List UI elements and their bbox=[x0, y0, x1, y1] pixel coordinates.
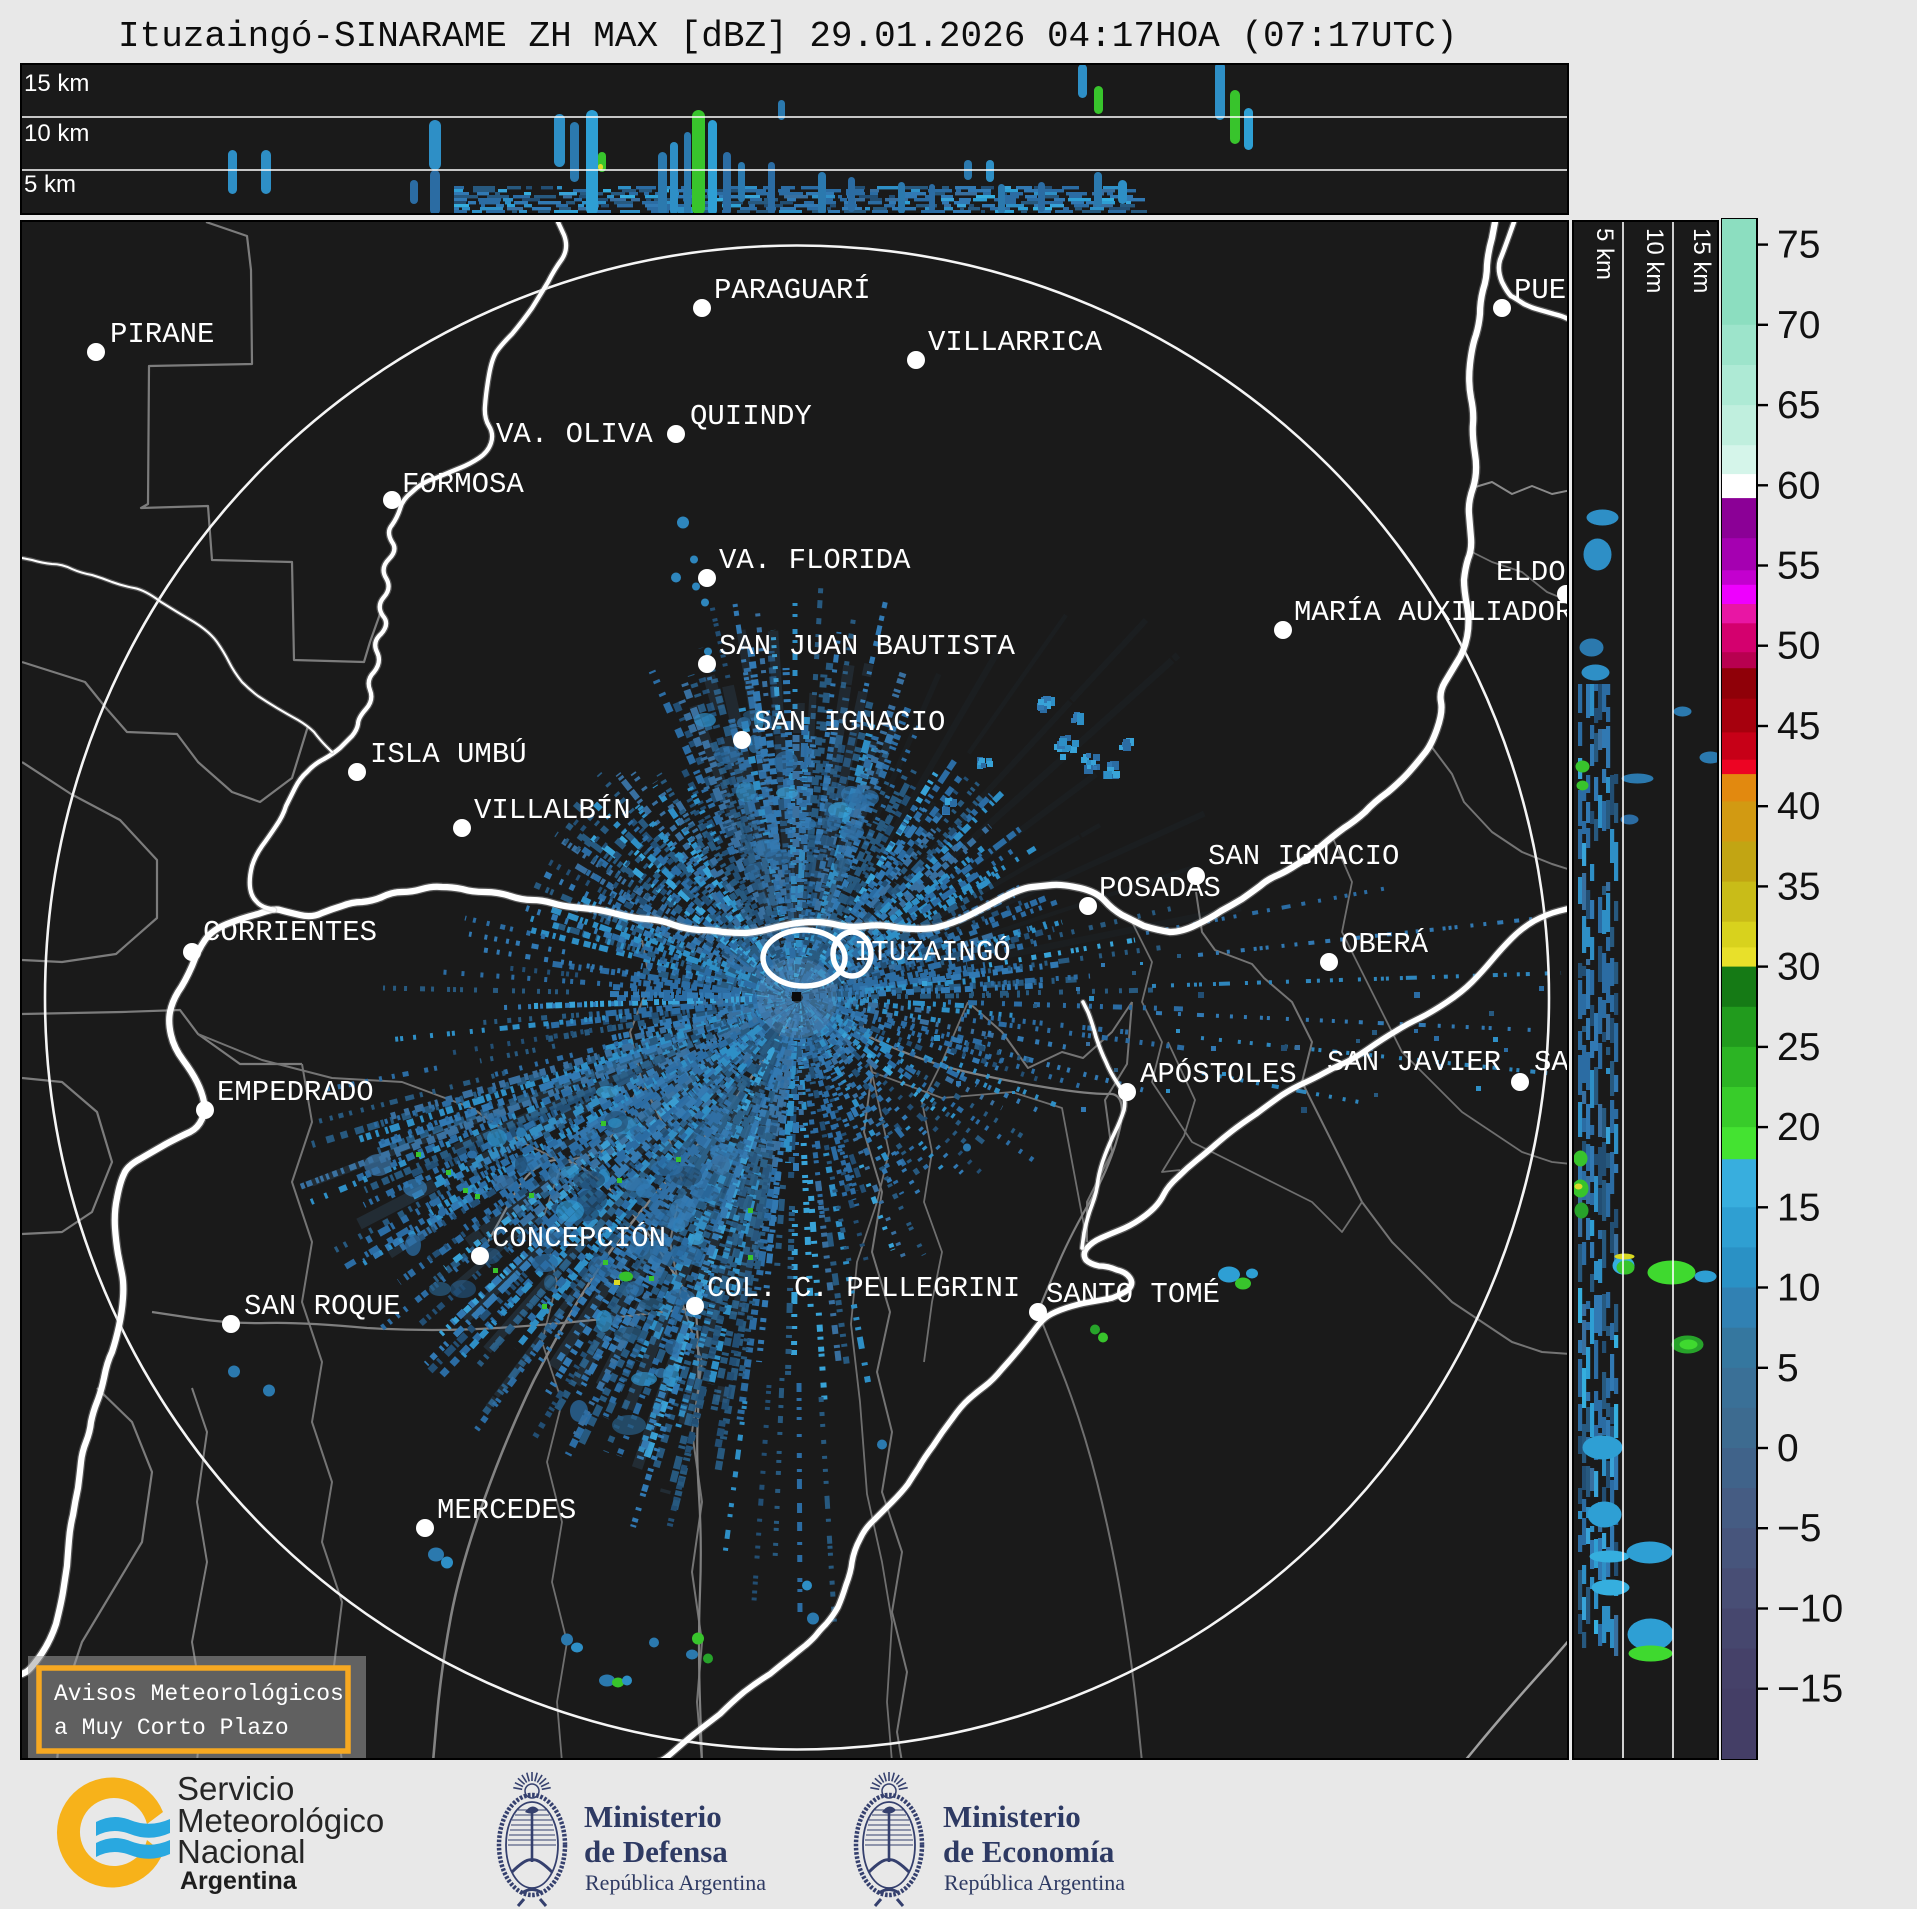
svg-text:50: 50 bbox=[1777, 625, 1820, 668]
svg-text:MERCEDES: MERCEDES bbox=[437, 1494, 576, 1527]
svg-text:de Economía: de Economía bbox=[943, 1834, 1115, 1869]
svg-text:SAN ROQUE: SAN ROQUE bbox=[244, 1290, 401, 1323]
svg-text:ISLA UMBÚ: ISLA UMBÚ bbox=[370, 737, 527, 771]
svg-text:VA. OLIVA: VA. OLIVA bbox=[496, 418, 653, 451]
svg-text:ITUZAINGÓ: ITUZAINGÓ bbox=[854, 935, 1011, 969]
svg-text:−5: −5 bbox=[1777, 1507, 1821, 1550]
svg-text:5 km: 5 km bbox=[24, 171, 76, 198]
svg-text:65: 65 bbox=[1777, 384, 1820, 427]
svg-text:República Argentina: República Argentina bbox=[585, 1870, 766, 1895]
svg-text:25: 25 bbox=[1777, 1026, 1820, 1069]
svg-text:República Argentina: República Argentina bbox=[944, 1870, 1125, 1895]
svg-text:SAN JUAN BAUTISTA: SAN JUAN BAUTISTA bbox=[719, 630, 1015, 663]
svg-text:10 km: 10 km bbox=[24, 120, 89, 147]
svg-text:−15: −15 bbox=[1777, 1668, 1843, 1711]
svg-text:QUIINDY: QUIINDY bbox=[690, 400, 812, 433]
svg-text:VA. FLORIDA: VA. FLORIDA bbox=[719, 544, 911, 577]
svg-text:EMPEDRADO: EMPEDRADO bbox=[217, 1076, 374, 1109]
svg-text:15: 15 bbox=[1777, 1186, 1820, 1229]
svg-text:VILLARRICA: VILLARRICA bbox=[928, 326, 1103, 359]
svg-text:SANTO TOMÉ: SANTO TOMÉ bbox=[1046, 1277, 1220, 1311]
svg-text:PUERTO: PUERTO bbox=[1514, 274, 1569, 307]
svg-text:30: 30 bbox=[1777, 946, 1820, 989]
svg-text:Argentina: Argentina bbox=[180, 1867, 298, 1895]
svg-text:5 km: 5 km bbox=[1591, 228, 1618, 280]
svg-text:ELDORADO: ELDORADO bbox=[1496, 556, 1569, 589]
svg-text:SAN IGNACIO: SAN IGNACIO bbox=[1208, 840, 1399, 873]
svg-text:POSADAS: POSADAS bbox=[1099, 872, 1221, 905]
svg-text:APÓSTOLES: APÓSTOLES bbox=[1140, 1057, 1297, 1091]
svg-text:10 km: 10 km bbox=[1641, 228, 1668, 293]
svg-text:de Defensa: de Defensa bbox=[584, 1834, 728, 1869]
svg-text:40: 40 bbox=[1777, 785, 1820, 828]
svg-text:Ministerio: Ministerio bbox=[943, 1799, 1081, 1834]
svg-text:SAN JAVIER: SAN JAVIER bbox=[1327, 1046, 1501, 1079]
svg-text:15 km: 15 km bbox=[1688, 228, 1715, 293]
svg-text:5: 5 bbox=[1777, 1347, 1799, 1390]
svg-text:Meteorológico: Meteorológico bbox=[177, 1802, 384, 1839]
svg-text:−10: −10 bbox=[1777, 1588, 1843, 1631]
svg-text:SAN IGNACIO: SAN IGNACIO bbox=[754, 706, 945, 739]
svg-text:0: 0 bbox=[1777, 1427, 1799, 1470]
svg-text:Nacional: Nacional bbox=[177, 1833, 305, 1870]
svg-text:60: 60 bbox=[1777, 464, 1820, 507]
svg-text:Ministerio: Ministerio bbox=[584, 1799, 722, 1834]
svg-text:20: 20 bbox=[1777, 1106, 1820, 1149]
svg-text:SAN: SAN bbox=[1534, 1046, 1569, 1079]
svg-text:Avisos Meteorológicos: Avisos Meteorológicos bbox=[54, 1681, 344, 1707]
svg-text:Servicio: Servicio bbox=[177, 1770, 294, 1807]
svg-text:PIRANE: PIRANE bbox=[110, 318, 214, 351]
svg-text:35: 35 bbox=[1777, 865, 1820, 908]
svg-text:COL. C. PELLEGRINI: COL. C. PELLEGRINI bbox=[707, 1272, 1020, 1305]
svg-text:10: 10 bbox=[1777, 1267, 1820, 1310]
svg-text:VILLALBÍN: VILLALBÍN bbox=[474, 793, 631, 827]
svg-text:15 km: 15 km bbox=[24, 70, 89, 97]
svg-text:MARÍA AUXILIADORA: MARÍA AUXILIADORA bbox=[1294, 595, 1569, 629]
svg-text:FORMOSA: FORMOSA bbox=[402, 468, 524, 501]
svg-text:45: 45 bbox=[1777, 705, 1820, 748]
svg-text:CORRIENTES: CORRIENTES bbox=[203, 916, 377, 949]
svg-text:OBERÁ: OBERÁ bbox=[1341, 927, 1429, 961]
svg-text:a Muy Corto Plazo: a Muy Corto Plazo bbox=[54, 1715, 289, 1741]
svg-text:PARAGUARÍ: PARAGUARÍ bbox=[714, 273, 871, 307]
svg-text:70: 70 bbox=[1777, 304, 1820, 347]
svg-text:75: 75 bbox=[1777, 224, 1820, 267]
svg-text:CONCEPCIÓN: CONCEPCIÓN bbox=[492, 1221, 666, 1255]
svg-text:55: 55 bbox=[1777, 545, 1820, 588]
